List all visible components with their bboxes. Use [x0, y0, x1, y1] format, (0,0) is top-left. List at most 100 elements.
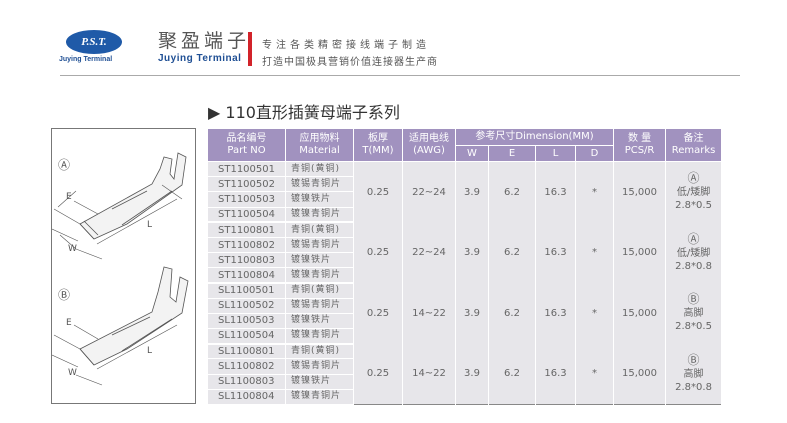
- cell-qty: 15,000: [613, 222, 667, 283]
- table-row: ST1100501 青铜(黄铜) 0.25 22~24 3.9 6.2 16.3 * 15,00…: [207, 161, 723, 223]
- part-number: SL1100504: [207, 328, 286, 345]
- cell-l: 16.3: [535, 283, 576, 344]
- cell-e: 6.2: [488, 343, 536, 405]
- material: 镀锡青铜片: [285, 237, 354, 254]
- product-spec-table: 品名编号 Part NO 应用物料 Material 板厚 T(MM) 适用电线 (AW…: [207, 128, 723, 406]
- remark-type: 高脚: [683, 368, 704, 380]
- part-number: ST1100503: [207, 191, 286, 208]
- part-number: ST1100804: [207, 267, 286, 285]
- material: 镀锡青铜片: [285, 298, 354, 314]
- col-remarks: 备注 Remarks: [665, 128, 723, 162]
- cell-w: 3.9: [455, 283, 489, 344]
- terminal-a-drawing: Ⓐ E L W: [51, 152, 187, 260]
- col-thickness: 板厚 T(MM): [353, 128, 403, 162]
- part-number: SL1100804: [207, 389, 286, 406]
- cell-qty: 15,000: [613, 161, 667, 223]
- cell-d: *: [574, 161, 615, 223]
- col-qty: 数 量 PCS/R: [613, 128, 667, 162]
- cell-t: 0.25: [353, 161, 403, 223]
- remark-type: 低/矮脚: [676, 247, 711, 259]
- part-number: ST1100504: [207, 207, 286, 224]
- remark-mark: Ⓐ: [687, 231, 700, 246]
- cell-remarks: Ⓑ 高脚 2.8*0.5: [665, 283, 723, 344]
- table-row: ST1100802 镀锡青铜片: [207, 237, 722, 254]
- cell-e: 6.2: [488, 161, 536, 223]
- remark-size: 2.8*0.5: [675, 200, 712, 212]
- remark-size: 2.8*0.8: [675, 381, 712, 393]
- table-row: SL1100501 青铜(黄铜) 0.25 14~22 3.9 6.2 16.3 * 15,00…: [207, 283, 723, 344]
- table-row: ST1100502 镀锡青铜片: [207, 176, 722, 193]
- table-row: SL1100504 镀镍青铜片: [207, 328, 722, 345]
- terminal-diagram-panel: Ⓐ E L W Ⓑ E L W: [51, 128, 196, 404]
- part-number: SL1100503: [207, 313, 286, 330]
- part-number: ST1100801: [207, 222, 286, 238]
- table-row: SL1100804 镀镍青铜片: [207, 389, 722, 406]
- cell-awg: 22~24: [402, 222, 456, 283]
- material: 青铜(黄铜): [285, 161, 354, 178]
- table-row: SL1100502 镀锡青铜片: [207, 298, 722, 314]
- table-row: SL1100503 镀镍铁片: [207, 313, 722, 330]
- remark-mark: Ⓑ: [687, 292, 700, 307]
- slogan-line-1: 专注各类精密接线端子制造: [262, 40, 430, 51]
- material: 镀镍铁片: [285, 313, 354, 330]
- remark-mark: Ⓑ: [687, 352, 700, 367]
- label-a: Ⓐ: [58, 158, 70, 172]
- material: 镀镍青铜片: [285, 328, 354, 345]
- cell-w: 3.9: [455, 222, 489, 283]
- cell-w: 3.9: [455, 343, 489, 405]
- red-divider: [248, 32, 252, 66]
- brand-name-en: Juying Terminal: [158, 53, 242, 64]
- label-l: L: [147, 220, 152, 230]
- col-awg: 适用电线 (AWG): [402, 128, 456, 162]
- remark-type: 高脚: [683, 308, 704, 320]
- cell-d: *: [574, 343, 615, 405]
- cell-awg: 14~22: [402, 343, 456, 405]
- col-dimension: 参考尺寸Dimension(MM): [454, 128, 615, 146]
- material: 镀镍铁片: [285, 374, 354, 390]
- part-number: ST1100802: [207, 237, 286, 254]
- col-material: 应用物料 Material: [285, 128, 354, 162]
- header-divider: [60, 75, 740, 76]
- part-number: SL1100501: [207, 283, 286, 299]
- part-number: SL1100802: [207, 358, 286, 375]
- part-number: ST1100803: [207, 252, 286, 269]
- cell-d: *: [574, 283, 615, 344]
- page-title: ▶ 110直形插簧母端子系列: [208, 103, 400, 122]
- label-e: E: [66, 192, 72, 202]
- cell-qty: 15,000: [613, 283, 667, 344]
- remark-type: 低/矮脚: [676, 187, 711, 199]
- cell-l: 16.3: [535, 222, 576, 283]
- remark-size: 2.8*0.8: [675, 260, 712, 272]
- part-number: SL1100801: [207, 343, 286, 360]
- label-w-b: W: [68, 368, 77, 378]
- material: 青铜(黄铜): [285, 283, 354, 299]
- material: 镀镍铁片: [285, 252, 354, 269]
- cell-t: 0.25: [353, 343, 403, 405]
- label-w: W: [68, 244, 77, 254]
- material: 镀镍铁片: [285, 191, 354, 208]
- cell-w: 3.9: [455, 161, 489, 223]
- terminal-b-drawing: Ⓑ E L W: [51, 266, 189, 386]
- col-w: W: [455, 145, 489, 162]
- slogan-line-2: 打造中国极具营销价值连接器生产商: [262, 57, 438, 68]
- col-l: L: [535, 145, 576, 162]
- part-number: SL1100803: [207, 374, 286, 390]
- col-e: E: [488, 145, 536, 162]
- table-row: ST1100503 镀镍铁片: [207, 191, 722, 208]
- cell-l: 16.3: [535, 343, 576, 405]
- remark-mark: Ⓐ: [687, 171, 700, 186]
- label-e-b: E: [66, 318, 72, 328]
- material: 镀镍青铜片: [285, 267, 354, 285]
- remark-size: 2.8*0.5: [675, 321, 712, 333]
- col-part-no: 品名编号 Part NO: [207, 128, 286, 162]
- cell-remarks: Ⓑ 高脚 2.8*0.8: [665, 343, 723, 405]
- label-l-b: L: [147, 346, 152, 356]
- table-row: SL1100801 青铜(黄铜) 0.25 14~22 3.9 6.2 16.3 * 15,00…: [207, 343, 723, 405]
- cell-e: 6.2: [488, 222, 536, 283]
- col-d: D: [574, 145, 615, 162]
- cell-t: 0.25: [353, 222, 403, 283]
- pst-logo: P.S.T.: [66, 30, 122, 54]
- material: 镀镍青铜片: [285, 389, 354, 406]
- material: 青铜(黄铜): [285, 343, 354, 360]
- logo-subtitle: Juying Terminal: [59, 56, 113, 63]
